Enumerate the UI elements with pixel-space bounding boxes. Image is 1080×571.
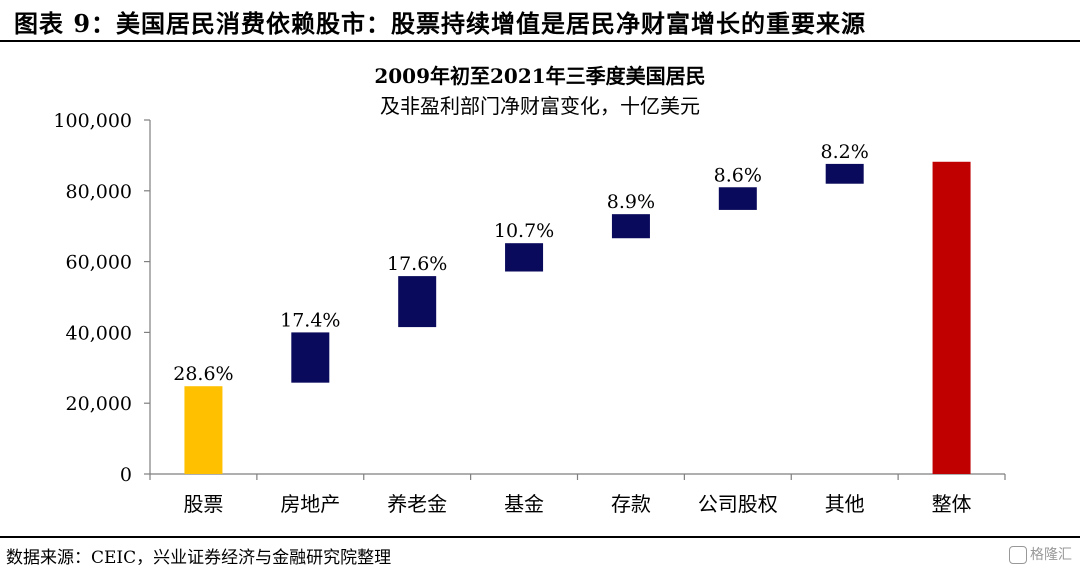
data-label: 28.6% (173, 363, 233, 385)
figure-title: 图表 9：美国居民消费依赖股市：股票持续增值是居民净财富增长的重要来源 (14, 9, 867, 38)
bar-delta (718, 187, 757, 210)
y-tick-label: 100,000 (53, 110, 132, 132)
waterfall-chart: 0 20,000 40,000 60,000 80,000 100,000 28.6% 股票 1… (53, 110, 1006, 516)
x-tick-label: 整体 (932, 492, 972, 516)
watermark-logo-icon (1009, 546, 1027, 564)
bar-delta (611, 214, 650, 239)
x-tick-label: 股票 (183, 492, 223, 516)
y-tick-label: 20,000 (66, 393, 132, 415)
chart-title-line2: 及非盈利部门净财富变化，十亿美元 (380, 94, 700, 118)
figure-header: 图表 9：美国居民消费依赖股市：股票持续增值是居民净财富增长的重要来源 (0, 0, 1080, 42)
bar-first (184, 386, 223, 474)
bar-total (932, 161, 971, 474)
y-tick-label: 0 (120, 464, 132, 486)
y-tick-label: 40,000 (66, 322, 132, 344)
x-tick-label: 基金 (504, 492, 544, 516)
y-tick-label: 80,000 (66, 181, 132, 203)
data-label: 8.6% (714, 164, 762, 186)
watermark: 格隆汇 (1009, 544, 1072, 564)
bar-delta (505, 243, 544, 272)
x-tick-label: 其他 (825, 492, 865, 516)
x-tick-label: 公司股权 (698, 492, 778, 516)
bar-delta (291, 332, 330, 383)
data-label: 17.4% (280, 309, 340, 331)
bar-delta (398, 276, 437, 328)
x-tick-label: 存款 (611, 492, 651, 516)
data-label: 8.2% (821, 141, 869, 163)
x-tick-label: 房地产 (280, 492, 340, 516)
bar-delta (825, 163, 864, 184)
watermark-text: 格隆汇 (1030, 547, 1072, 563)
source-note: 数据来源：CEIC，兴业证券经济与金融研究院整理 (6, 548, 392, 568)
figure-footer: 数据来源：CEIC，兴业证券经济与金融研究院整理 格隆汇 (0, 536, 1080, 571)
data-label: 8.9% (607, 191, 655, 213)
x-tick-label: 养老金 (387, 492, 447, 516)
data-label: 17.6% (387, 253, 447, 275)
chart-title-line1: 2009年初至2021年三季度美国居民 (374, 64, 706, 88)
y-tick-label: 60,000 (66, 252, 132, 274)
data-label: 10.7% (494, 220, 554, 242)
